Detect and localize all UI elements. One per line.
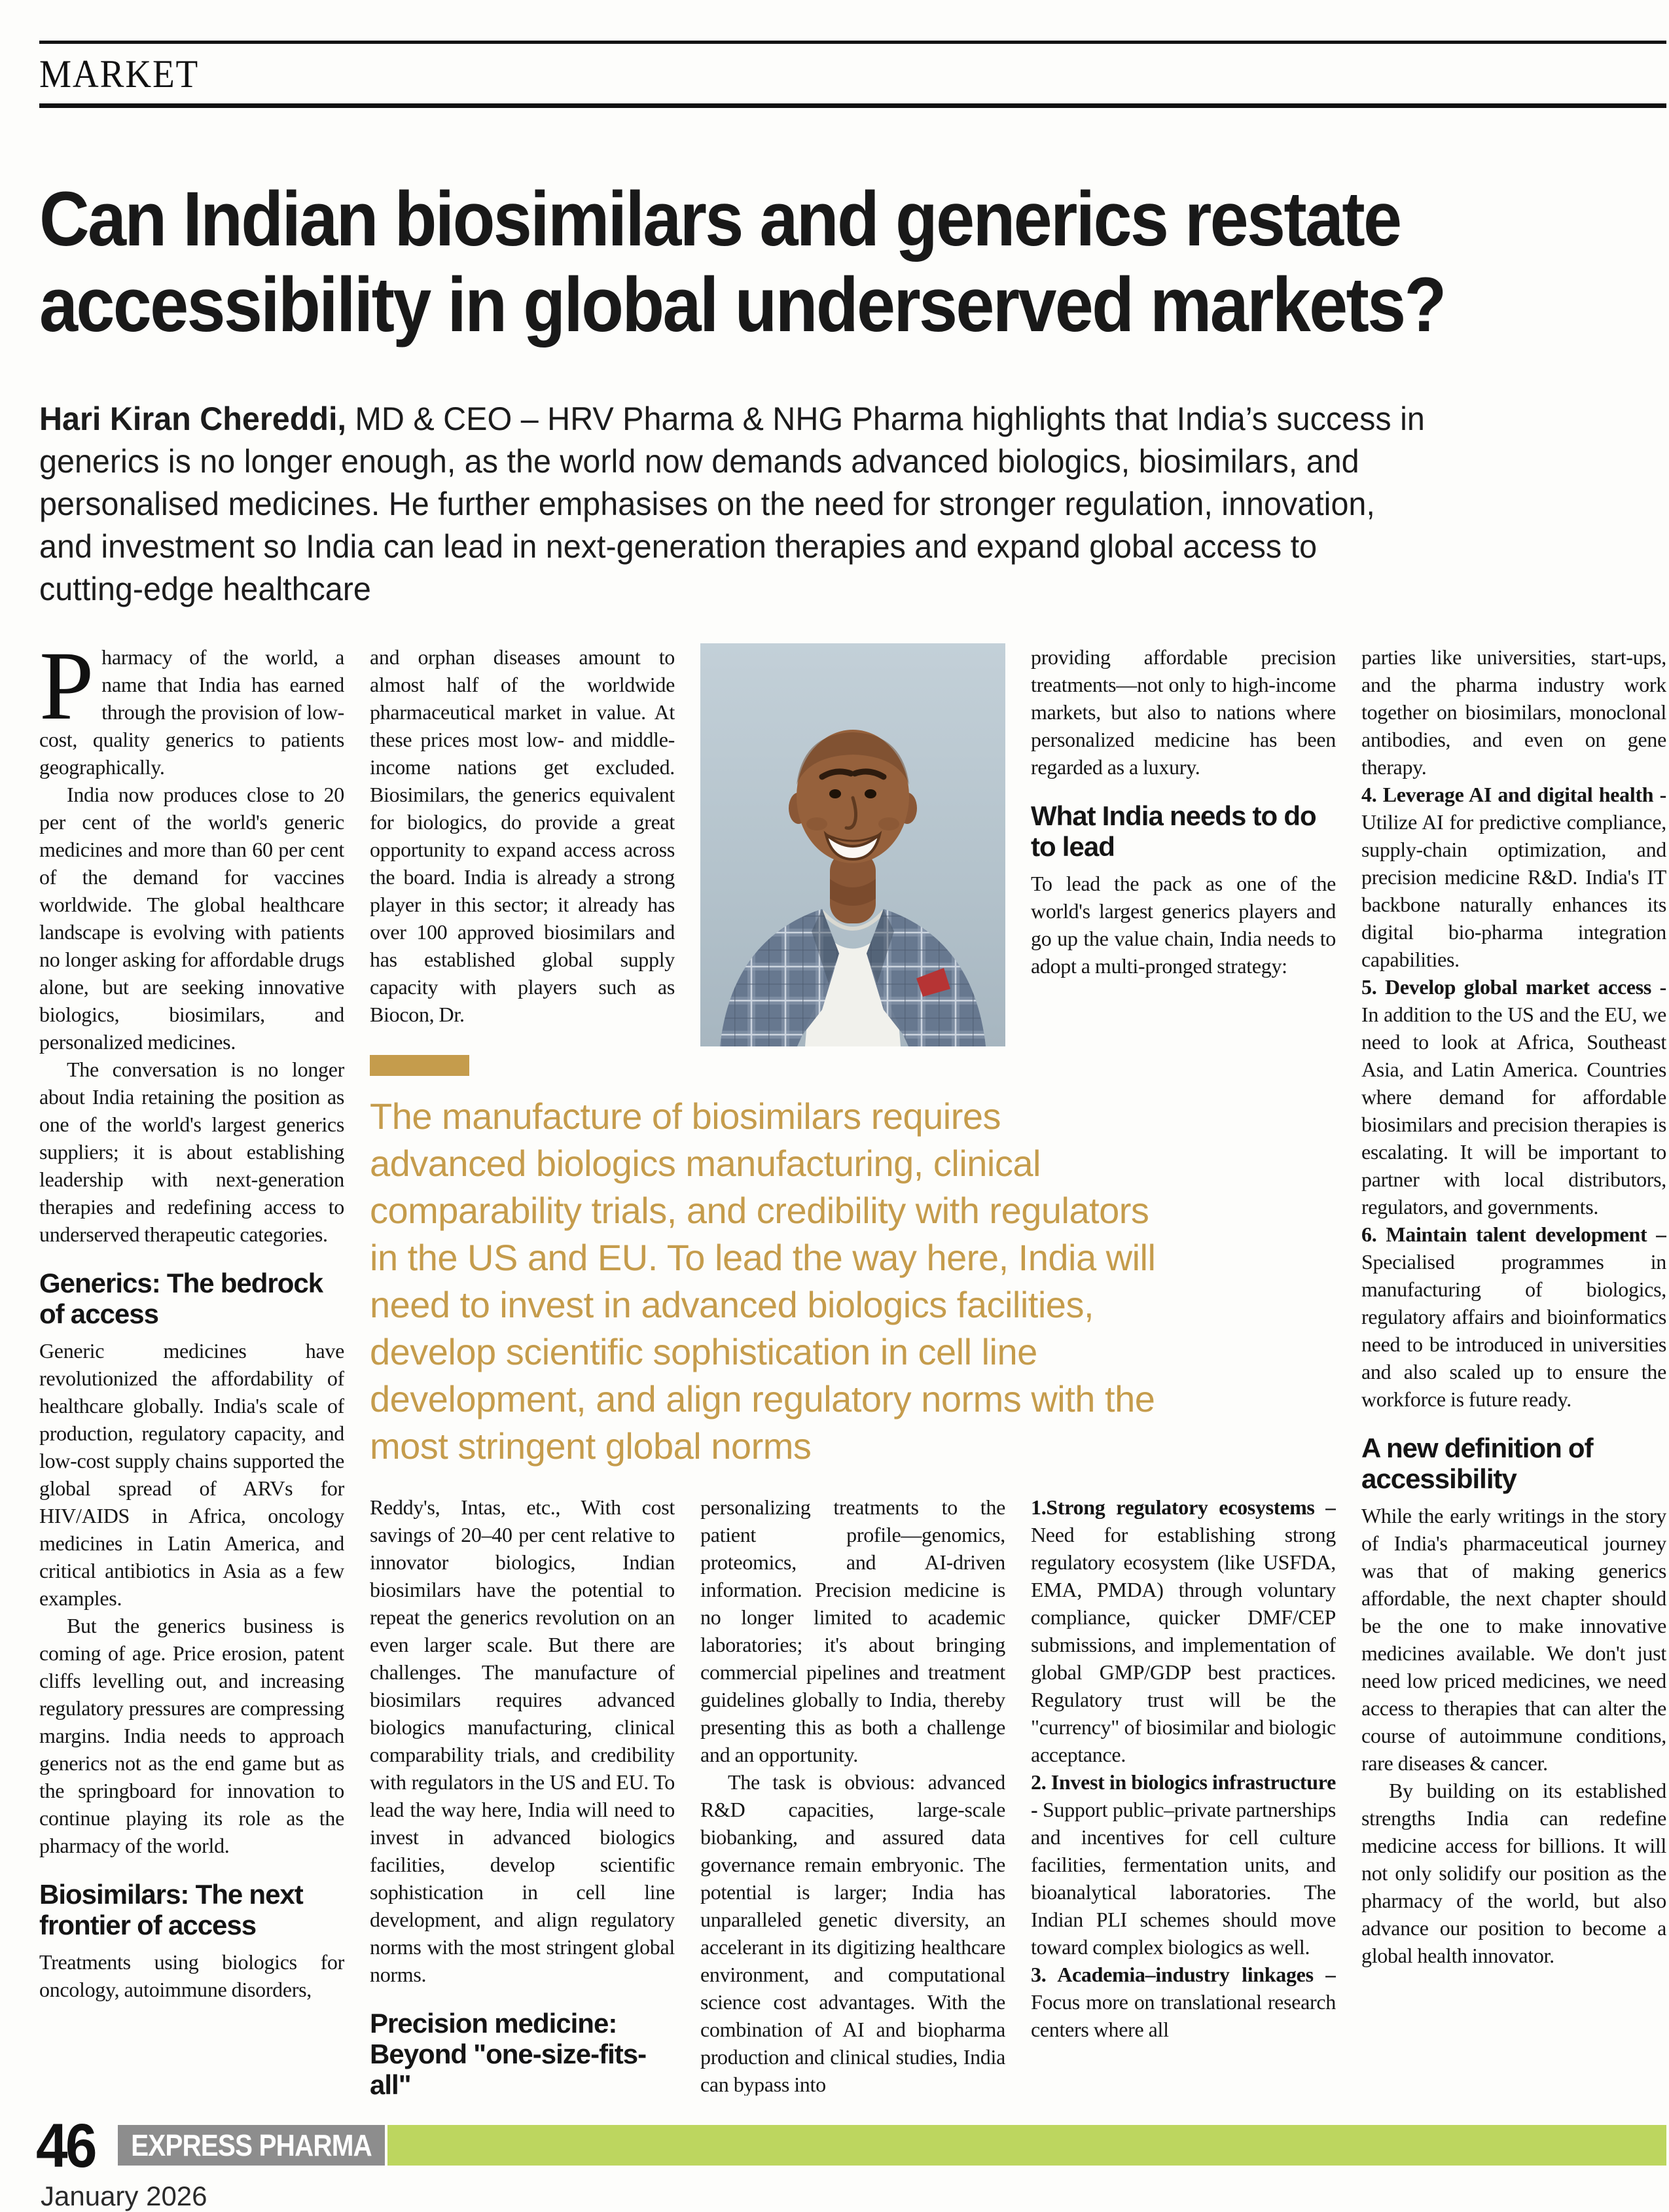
headline-line-1: Can Indian biosimilars and generics rest…	[39, 176, 1402, 262]
paragraph: To lead the pack as one of the world's l…	[1031, 872, 1336, 978]
body-column-4-lower: 1.Strong regulatory ecosystems – Need fo…	[1031, 1493, 1336, 2096]
author-name: Hari Kiran Chereddi,	[39, 401, 346, 437]
headline: Can Indian biosimilars and generics rest…	[39, 177, 1666, 348]
section-label: MARKET	[39, 52, 200, 96]
portrait-illustration	[700, 643, 1005, 1046]
pull-quote-line: most stringent global norms	[370, 1425, 812, 1467]
list-item-text: Utilize AI for predictive compliance, su…	[1361, 810, 1666, 971]
standfirst-text: MD & CEO – HRV Pharma & NHG Pharma highl…	[346, 401, 1425, 437]
paragraph: 6. Maintain talent development – Special…	[1361, 1221, 1666, 1413]
publication-badge: EXPRESS PHARMA	[118, 2125, 385, 2166]
issue-date: January 2026	[41, 2181, 207, 2211]
paragraph: parties like universities, start-ups, an…	[1361, 645, 1666, 779]
paragraph: providing affordable precision treatment…	[1031, 645, 1336, 779]
standfirst: Hari Kiran Chereddi, MD & CEO – HRV Phar…	[39, 398, 1666, 611]
paragraph: 4. Leverage AI and digital health - Util…	[1361, 781, 1666, 973]
paragraph: The task is obvious: advanced R&D capaci…	[700, 1770, 1005, 2096]
paragraph: Reddy's, Intas, etc., With cost savings …	[370, 1495, 675, 1986]
paragraph: Treatments using biologics for oncology,…	[39, 1950, 344, 2001]
pull-quote-line: need to invest in advanced biologics fac…	[370, 1284, 1094, 1325]
paragraph: and orphan diseases amount to almost hal…	[370, 645, 675, 1026]
body-column-3-lower: personalizing treatments to the patient …	[700, 1493, 1005, 2096]
list-item-text: Need for establishing strong regulatory …	[1031, 1523, 1336, 1766]
top-rule	[39, 41, 1666, 44]
pull-quote-line: comparability trials, and credibility wi…	[370, 1190, 1149, 1231]
drop-cap: P	[39, 643, 94, 740]
list-item-text: In addition to the US and the EU, we nee…	[1361, 1003, 1666, 1219]
standfirst-line-5: cutting-edge healthcare	[39, 571, 371, 607]
paragraph-text: harmacy of the world, a name that India …	[39, 645, 344, 779]
paragraph: By building on its established strengths…	[1361, 1779, 1666, 1967]
list-item-lead: 2. Invest in biologics infrastructure -	[1031, 1770, 1336, 1821]
subhead-what-india-needs: What India needs to do to lead	[1031, 800, 1317, 862]
pull-quote-line: development, and align regulatory norms …	[370, 1378, 1155, 1419]
headline-line-2: accessibility in global underserved mark…	[39, 262, 1446, 348]
standfirst-line-1: Hari Kiran Chereddi, MD & CEO – HRV Phar…	[39, 398, 1617, 440]
list-item-lead: 6. Maintain talent development –	[1361, 1222, 1666, 1246]
subhead-precision-medicine: Precision medicine: Beyond "one-size-fit…	[370, 2008, 647, 2096]
subhead-biosimilars-frontier: Biosimilars: The next frontier of access	[39, 1879, 304, 1940]
pull-quote-line: develop scientific sophistication in cel…	[370, 1331, 1037, 1372]
list-item-lead: 1.Strong regulatory ecosystems –	[1031, 1495, 1336, 1519]
list-item-text: Focus more on translational research cen…	[1031, 1990, 1336, 2041]
paragraph: The conversation is no longer about Indi…	[39, 1058, 344, 1246]
paragraph: While the early writings in the story of…	[1361, 1504, 1666, 1775]
body-column-5: parties like universities, start-ups, an…	[1361, 643, 1666, 2091]
body-column-2-lower: Reddy's, Intas, etc., With cost savings …	[370, 1493, 675, 2096]
subhead-generics-bedrock: Generics: The bedrock of access	[39, 1268, 323, 1329]
paragraph: Generic medicines have revolutionized th…	[39, 1339, 344, 1610]
list-item-text: Support public–private partnerships and …	[1031, 1798, 1336, 1959]
paragraph: India now produces close to 20 per cent …	[39, 783, 344, 1054]
pull-quote-line: in the US and EU. To lead the way here, …	[370, 1237, 1156, 1278]
subhead-new-definition: A new definition of accessibility	[1361, 1433, 1594, 1494]
body-column-4-upper: providing affordable precision treatment…	[1031, 643, 1336, 1046]
standfirst-line-3: personalised medicines. He further empha…	[39, 486, 1375, 522]
pull-quote-line: The manufacture of biosimilars requires	[370, 1096, 1001, 1137]
list-item-lead: 4. Leverage AI and digital health -	[1361, 783, 1666, 806]
list-item-text: Specialised programmes in manufacturing …	[1361, 1250, 1666, 1411]
pull-quote: The manufacture of biosimilars requires …	[370, 1055, 1337, 1470]
portrait-photo	[700, 643, 1005, 1046]
standfirst-line-4: and investment so India can lead in next…	[39, 528, 1318, 565]
pull-quote-accent-bar	[370, 1055, 469, 1076]
body-column-2-upper: and orphan diseases amount to almost hal…	[370, 643, 675, 1046]
paragraph: 3. Academia–industry linkages – Focus mo…	[1031, 1961, 1336, 2043]
standfirst-line-2: generics is no longer enough, as the wor…	[39, 443, 1359, 480]
footer-green-band	[387, 2125, 1666, 2166]
header-rule	[39, 103, 1666, 108]
list-item-lead: 5. Develop global market access -	[1361, 975, 1666, 999]
page-number: 46	[36, 2111, 98, 2181]
paragraph: personalizing treatments to the patient …	[700, 1495, 1005, 1766]
paragraph: 2. Invest in biologics infrastructure - …	[1031, 1768, 1336, 1961]
list-item-lead: 3. Academia–industry linkages –	[1031, 1963, 1336, 1986]
publication-name: EXPRESS PHARMA	[131, 2128, 372, 2162]
paragraph: 5. Develop global market access - In add…	[1361, 973, 1666, 1221]
paragraph: But the generics business is coming of a…	[39, 1614, 344, 1857]
paragraph: 1.Strong regulatory ecosystems – Need fo…	[1031, 1493, 1336, 1768]
pull-quote-line: advanced biologics manufacturing, clinic…	[370, 1143, 1041, 1184]
